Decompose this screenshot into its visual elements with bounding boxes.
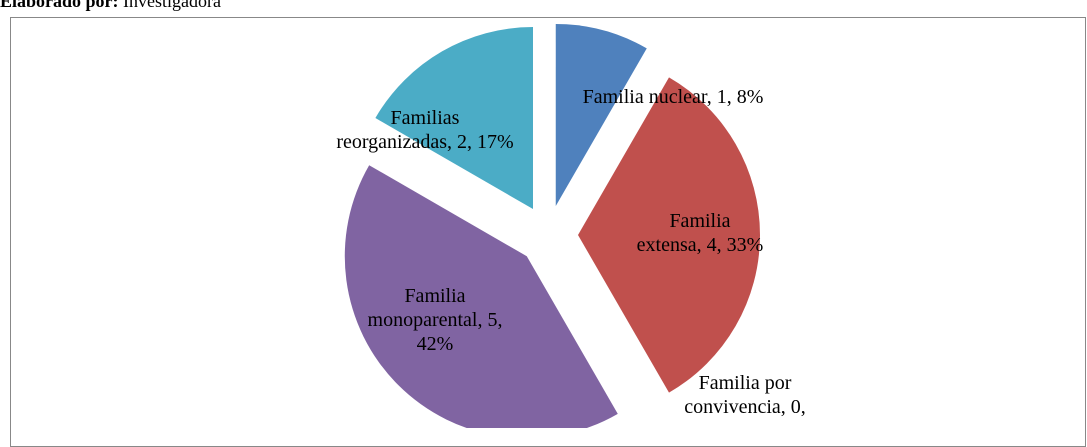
pie-slice: [344, 165, 618, 428]
source-note: Elaborado por: Investigadora: [0, 0, 221, 12]
data-label: Familia nuclear, 1, 8%: [582, 86, 764, 108]
pie-slice: [578, 77, 760, 393]
chart: [344, 24, 760, 428]
pie-slice: [555, 24, 647, 207]
note-label: Elaborado por:: [0, 0, 119, 11]
data-label: Familia por convivencia, 0,: [684, 372, 806, 418]
pie-slice: [375, 27, 533, 210]
note-value: Investigadora: [123, 0, 221, 11]
data-label: Familias reorganizadas, 2, 17%: [336, 107, 514, 153]
data-label: Familia extensa, 4, 33%: [636, 210, 764, 256]
data-label: Familia monoparental, 5, 42%: [367, 285, 503, 355]
